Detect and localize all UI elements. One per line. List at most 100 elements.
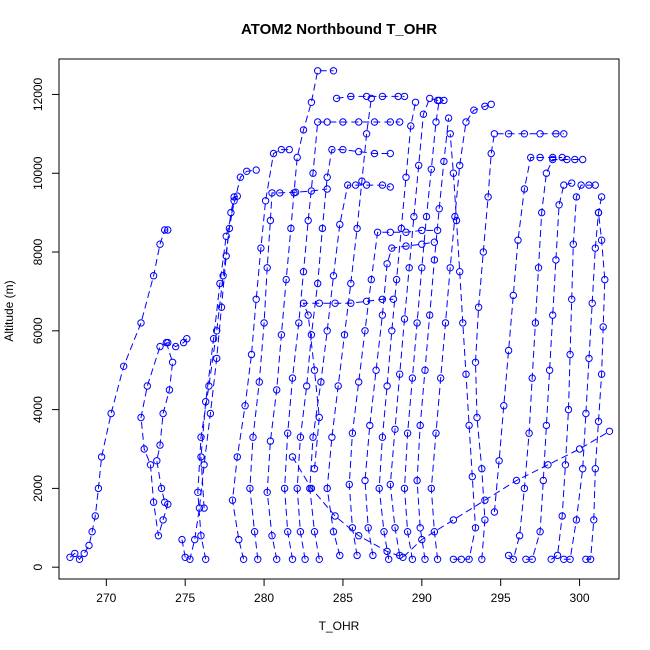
data-point bbox=[430, 256, 439, 264]
series-line bbox=[266, 70, 334, 560]
series-line bbox=[309, 184, 391, 560]
data-point bbox=[75, 555, 84, 563]
data-point bbox=[273, 555, 281, 563]
x-tick-label: 275 bbox=[175, 591, 195, 605]
data-point bbox=[235, 535, 243, 544]
data-point bbox=[280, 484, 289, 493]
data-point bbox=[487, 149, 495, 158]
data-point bbox=[336, 551, 344, 560]
series-line bbox=[585, 212, 606, 560]
data-point bbox=[572, 516, 581, 524]
data-point bbox=[254, 555, 262, 563]
data-point bbox=[419, 110, 428, 118]
data-point bbox=[520, 130, 529, 138]
data-point bbox=[355, 147, 363, 156]
series-line bbox=[326, 98, 372, 556]
profile-series-23 bbox=[471, 130, 568, 563]
data-point bbox=[418, 264, 426, 272]
profile-series-8 bbox=[263, 67, 338, 563]
data-point bbox=[555, 201, 563, 209]
data-point bbox=[164, 226, 172, 234]
data-point bbox=[329, 67, 338, 75]
data-point bbox=[351, 181, 360, 189]
data-point bbox=[361, 327, 369, 335]
data-point bbox=[309, 433, 317, 441]
profile-series-30 bbox=[288, 427, 614, 561]
x-tick-label: 280 bbox=[254, 591, 274, 605]
data-point bbox=[490, 130, 499, 138]
data-point bbox=[490, 508, 499, 516]
data-point bbox=[370, 118, 379, 126]
series-line bbox=[197, 200, 235, 560]
data-point bbox=[233, 453, 242, 461]
data-point bbox=[579, 155, 587, 164]
data-point bbox=[358, 177, 366, 185]
data-point bbox=[331, 299, 339, 307]
data-point bbox=[120, 362, 128, 370]
data-point bbox=[582, 555, 590, 563]
data-point bbox=[315, 413, 323, 422]
data-point bbox=[418, 535, 426, 544]
data-point bbox=[284, 528, 292, 536]
data-point bbox=[331, 512, 339, 520]
data-point bbox=[164, 338, 172, 347]
data-point bbox=[209, 335, 218, 343]
data-point bbox=[432, 118, 440, 126]
profile-series-6 bbox=[228, 145, 293, 563]
data-point bbox=[487, 100, 495, 109]
series-line bbox=[69, 229, 168, 561]
profile-series-26 bbox=[522, 179, 576, 563]
data-point bbox=[295, 319, 303, 327]
series-line bbox=[508, 159, 583, 561]
data-point bbox=[416, 421, 424, 430]
data-point bbox=[293, 484, 301, 493]
data-point bbox=[165, 386, 174, 394]
data-point bbox=[568, 179, 576, 187]
data-point bbox=[216, 279, 224, 288]
data-point bbox=[552, 130, 560, 138]
profile-series-15 bbox=[345, 226, 442, 560]
data-point bbox=[558, 512, 566, 520]
data-point bbox=[334, 382, 342, 390]
data-point bbox=[416, 524, 424, 532]
data-point bbox=[375, 484, 383, 493]
data-point bbox=[560, 181, 568, 189]
data-point bbox=[347, 279, 355, 288]
data-point bbox=[309, 169, 317, 177]
data-point bbox=[396, 370, 404, 378]
data-point bbox=[378, 92, 387, 101]
data-point bbox=[452, 216, 461, 225]
data-point bbox=[373, 228, 382, 237]
data-point bbox=[332, 94, 341, 103]
data-point bbox=[474, 303, 483, 311]
data-point bbox=[268, 189, 276, 197]
data-point bbox=[411, 98, 420, 107]
plot-area bbox=[66, 67, 614, 563]
data-point bbox=[378, 433, 387, 441]
data-point bbox=[500, 402, 508, 410]
data-point bbox=[408, 374, 417, 382]
series-line bbox=[284, 121, 400, 560]
data-point bbox=[402, 242, 410, 250]
data-point bbox=[225, 224, 234, 233]
data-point bbox=[388, 327, 396, 335]
data-point bbox=[451, 212, 459, 221]
data-point bbox=[156, 240, 164, 248]
data-point bbox=[355, 118, 363, 126]
plot-frame bbox=[58, 58, 620, 580]
data-point bbox=[266, 437, 275, 445]
data-point bbox=[364, 524, 372, 532]
data-point bbox=[303, 382, 311, 390]
data-point bbox=[318, 224, 327, 233]
data-point bbox=[323, 173, 331, 181]
profile-series-21 bbox=[427, 100, 495, 563]
data-point bbox=[597, 193, 606, 201]
data-point bbox=[307, 484, 316, 493]
data-point bbox=[310, 366, 319, 374]
profile-series-5 bbox=[194, 197, 238, 563]
data-point bbox=[252, 166, 260, 174]
data-point bbox=[315, 555, 323, 563]
profile-series-3 bbox=[178, 192, 242, 563]
data-point bbox=[149, 272, 158, 280]
data-point bbox=[462, 118, 470, 126]
